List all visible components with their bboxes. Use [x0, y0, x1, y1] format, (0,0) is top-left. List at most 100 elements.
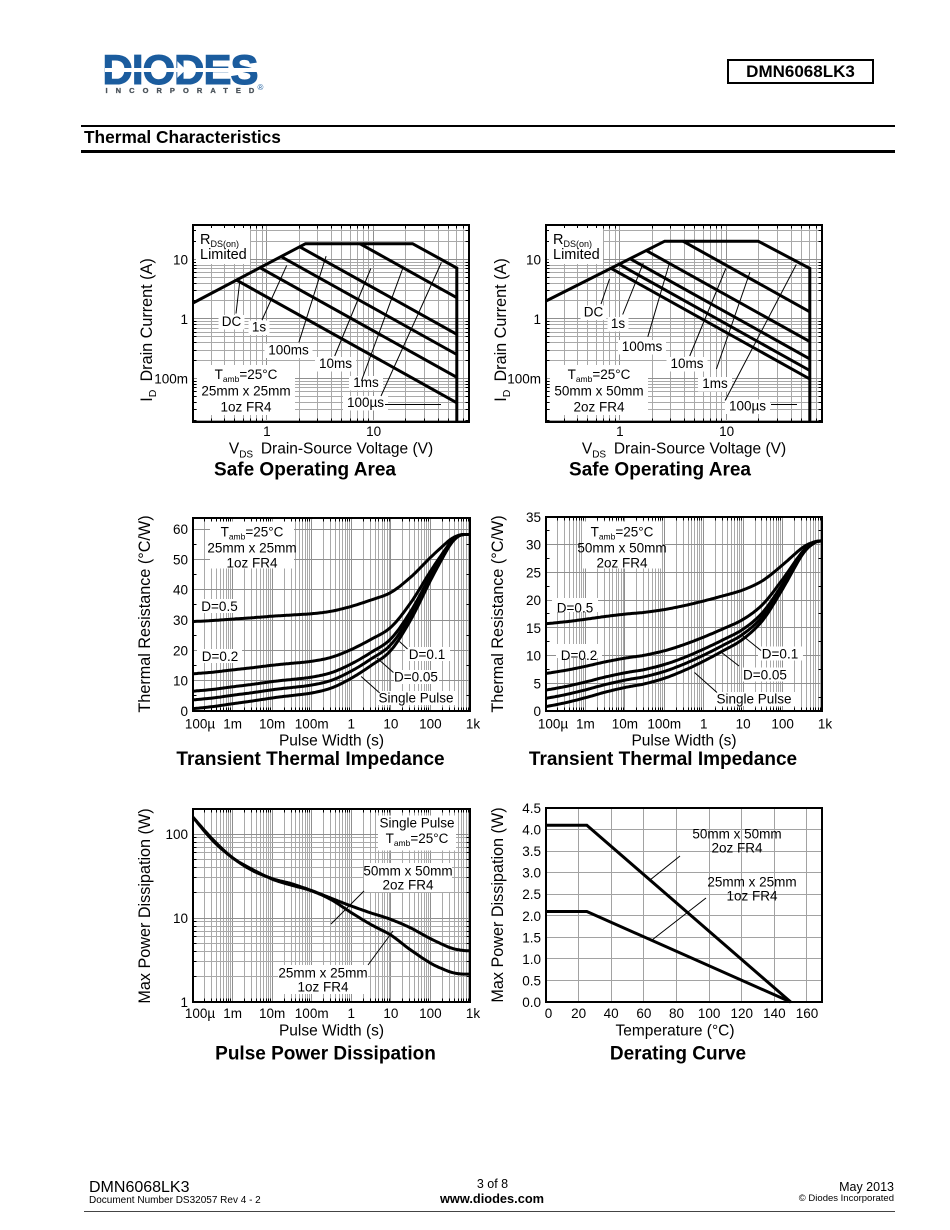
svg-text:1: 1	[533, 312, 541, 327]
svg-text:DC: DC	[222, 314, 242, 329]
svg-text:10m: 10m	[612, 717, 638, 732]
svg-text:Temperature (°C): Temperature (°C)	[615, 1023, 734, 1040]
svg-text:2oz FR4: 2oz FR4	[596, 556, 648, 571]
svg-text:DC: DC	[584, 305, 604, 320]
svg-text:1k: 1k	[466, 717, 481, 732]
svg-text:60: 60	[173, 522, 188, 537]
svg-text:10: 10	[736, 717, 751, 732]
svg-text:1oz FR4: 1oz FR4	[220, 400, 272, 415]
svg-text:Transient Thermal Impedance: Transient Thermal Impedance	[176, 749, 444, 770]
svg-text:20: 20	[571, 1006, 586, 1021]
svg-text:10: 10	[526, 649, 541, 664]
svg-text:VDS Drain-Source Voltage (V): VDS Drain-Source Voltage (V)	[582, 441, 786, 461]
svg-text:3.0: 3.0	[522, 866, 541, 881]
svg-text:10: 10	[719, 424, 734, 439]
svg-text:100: 100	[419, 1006, 442, 1021]
svg-text:1m: 1m	[223, 1006, 242, 1021]
svg-text:140: 140	[763, 1006, 786, 1021]
svg-text:1: 1	[616, 424, 624, 439]
svg-text:10: 10	[366, 424, 381, 439]
svg-text:ID Drain Current (A): ID Drain Current (A)	[138, 258, 159, 401]
svg-text:100ms: 100ms	[268, 343, 309, 358]
svg-text:100µ: 100µ	[538, 717, 569, 732]
svg-text:0: 0	[180, 704, 188, 719]
svg-text:2oz FR4: 2oz FR4	[573, 400, 625, 415]
svg-text:VDS Drain-Source Voltage (V): VDS Drain-Source Voltage (V)	[229, 441, 433, 461]
svg-text:30: 30	[173, 613, 188, 628]
svg-text:1oz FR4: 1oz FR4	[226, 556, 278, 571]
svg-text:50: 50	[173, 552, 188, 567]
svg-text:35: 35	[526, 510, 541, 525]
svg-text:50mm x 50mm: 50mm x 50mm	[554, 384, 643, 399]
svg-text:0: 0	[533, 704, 541, 719]
svg-text:60: 60	[636, 1006, 651, 1021]
svg-text:D=0.05: D=0.05	[743, 668, 787, 683]
svg-text:10ms: 10ms	[670, 356, 703, 371]
svg-text:Max Power Dissipation (W): Max Power Dissipation (W)	[136, 808, 154, 1003]
svg-text:20: 20	[526, 593, 541, 608]
svg-text:50mm x 50mm: 50mm x 50mm	[692, 827, 781, 842]
svg-text:0.5: 0.5	[522, 973, 541, 988]
svg-text:40: 40	[173, 583, 188, 598]
svg-text:1oz FR4: 1oz FR4	[726, 889, 778, 904]
svg-text:100: 100	[771, 717, 794, 732]
svg-text:4.5: 4.5	[522, 801, 541, 816]
svg-text:50mm x 50mm: 50mm x 50mm	[577, 541, 666, 556]
svg-text:1ms: 1ms	[353, 375, 379, 390]
svg-text:Limited: Limited	[200, 247, 247, 263]
svg-text:3.5: 3.5	[522, 844, 541, 859]
svg-text:1k: 1k	[466, 1006, 481, 1021]
svg-text:1.5: 1.5	[522, 930, 541, 945]
svg-text:100µ: 100µ	[185, 717, 216, 732]
svg-text:25mm x 25mm: 25mm x 25mm	[201, 384, 290, 399]
svg-text:100µs: 100µs	[347, 395, 384, 410]
svg-text:10: 10	[383, 717, 398, 732]
svg-text:1m: 1m	[576, 717, 595, 732]
svg-text:0: 0	[545, 1006, 553, 1021]
svg-text:160: 160	[796, 1006, 819, 1021]
svg-text:1ms: 1ms	[702, 376, 728, 391]
svg-text:10m: 10m	[259, 1006, 285, 1021]
svg-text:80: 80	[669, 1006, 684, 1021]
svg-text:D=0.2: D=0.2	[561, 648, 597, 663]
svg-text:2.0: 2.0	[522, 909, 541, 924]
svg-text:100: 100	[165, 827, 188, 842]
svg-text:40: 40	[604, 1006, 619, 1021]
svg-text:ID Drain Current (A): ID Drain Current (A)	[492, 258, 513, 401]
svg-text:25mm x 25mm: 25mm x 25mm	[278, 966, 367, 981]
svg-text:10ms: 10ms	[319, 356, 352, 371]
svg-text:5: 5	[533, 676, 541, 691]
svg-text:20: 20	[173, 643, 188, 658]
svg-text:100: 100	[698, 1006, 721, 1021]
svg-text:D=0.1: D=0.1	[762, 647, 798, 662]
svg-text:25mm x 25mm: 25mm x 25mm	[707, 875, 796, 890]
svg-text:100m: 100m	[154, 372, 188, 387]
svg-text:10: 10	[173, 674, 188, 689]
svg-text:100µ: 100µ	[185, 1006, 216, 1021]
svg-text:10: 10	[173, 911, 188, 926]
svg-text:Safe Operating Area: Safe Operating Area	[569, 460, 751, 481]
svg-text:25: 25	[526, 565, 541, 580]
svg-text:Pulse Width (s): Pulse Width (s)	[631, 733, 736, 750]
svg-text:Safe Operating Area: Safe Operating Area	[214, 460, 396, 481]
svg-text:100m: 100m	[295, 1006, 329, 1021]
svg-text:Pulse Power Dissipation: Pulse Power Dissipation	[215, 1044, 436, 1065]
svg-text:D=0.5: D=0.5	[557, 601, 593, 616]
svg-text:Limited: Limited	[553, 247, 600, 263]
svg-text:100m: 100m	[647, 717, 681, 732]
svg-text:0.0: 0.0	[522, 995, 541, 1010]
svg-text:1: 1	[180, 312, 188, 327]
svg-text:Single Pulse: Single Pulse	[379, 816, 454, 831]
svg-text:1: 1	[180, 995, 188, 1010]
svg-text:4.0: 4.0	[522, 823, 541, 838]
svg-text:1s: 1s	[252, 320, 267, 335]
svg-text:100m: 100m	[295, 717, 329, 732]
svg-text:Single Pulse: Single Pulse	[378, 691, 453, 706]
svg-text:1: 1	[348, 1006, 356, 1021]
svg-text:1: 1	[263, 424, 271, 439]
svg-text:Single Pulse: Single Pulse	[716, 692, 791, 707]
svg-text:Pulse Width (s): Pulse Width (s)	[279, 733, 384, 750]
svg-text:Transient Thermal Impedance: Transient Thermal Impedance	[529, 749, 797, 770]
svg-text:Max Power Dissipation (W): Max Power Dissipation (W)	[489, 807, 507, 1002]
svg-text:1k: 1k	[818, 717, 833, 732]
